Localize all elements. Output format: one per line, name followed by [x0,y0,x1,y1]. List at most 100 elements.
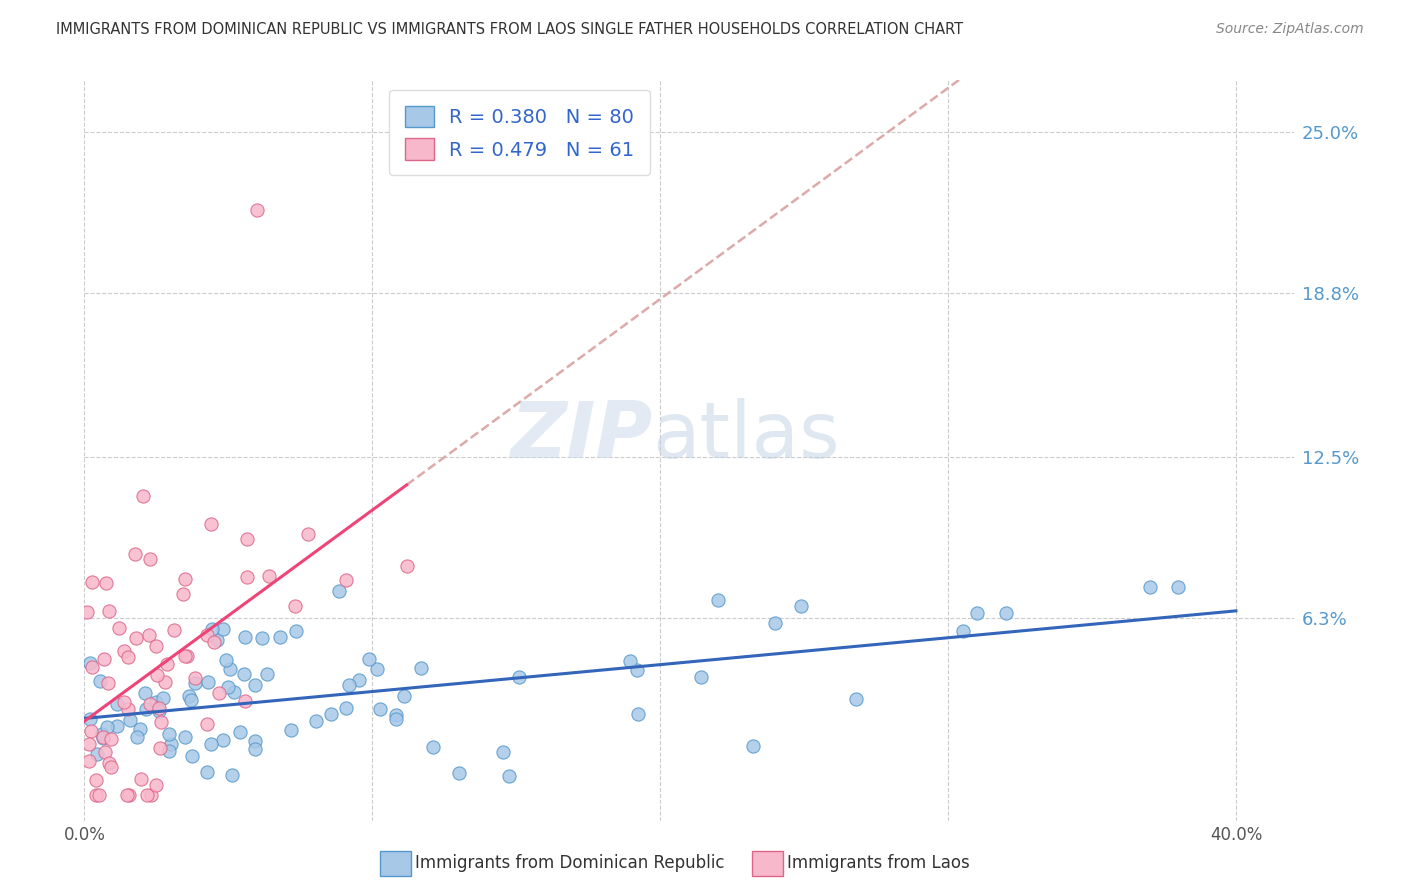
Point [328,584,350,599]
Point [200,737,222,751]
Point [93,730,115,744]
Point [82,575,104,590]
Point [160,737,183,751]
Point [245,678,267,692]
Point [125,631,148,645]
Point [763,616,786,631]
Point [236,570,259,584]
Point [197,675,219,690]
Point [619,654,641,668]
Point [256,667,278,681]
Point [357,652,380,666]
Point [508,670,530,684]
Point [200,517,222,532]
Point [112,695,135,709]
Point [105,719,128,733]
Point [706,592,728,607]
Point [84,788,107,802]
Point [156,657,179,671]
Point [93,745,115,759]
Point [184,676,207,690]
Point [184,671,207,685]
Point [233,630,256,644]
Point [392,689,415,703]
Point [284,599,307,613]
Point [148,704,170,718]
Point [347,673,370,688]
Point [97,604,120,618]
Point [243,733,266,747]
Point [257,569,280,583]
Point [150,715,173,730]
Legend: R = 0.380   N = 80, R = 0.479   N = 61: R = 0.380 N = 80, R = 0.479 N = 61 [389,90,650,175]
Point [269,630,291,644]
Point [689,670,711,684]
Point [94,576,117,591]
Point [385,712,408,726]
Point [100,732,122,747]
Point [305,714,328,728]
Point [221,768,243,782]
Point [84,772,107,787]
Point [297,526,319,541]
Point [138,628,160,642]
Point [422,739,444,754]
Text: IMMIGRANTS FROM DOMINICAN REPUBLIC VS IMMIGRANTS FROM LAOS SINGLE FATHER HOUSEHO: IMMIGRANTS FROM DOMINICAN REPUBLIC VS IM… [56,22,963,37]
Point [215,653,238,667]
Point [195,717,218,731]
Point [100,759,122,773]
Point [1167,580,1189,594]
Point [626,663,648,677]
Point [79,656,101,670]
Point [966,606,988,620]
Point [77,755,100,769]
Point [284,624,307,638]
Point [233,694,256,708]
Point [146,668,169,682]
Point [152,690,174,705]
Text: Immigrants from Dominican Republic: Immigrants from Dominican Republic [415,855,724,872]
Point [176,648,198,663]
Point [335,574,357,588]
Point [1139,580,1161,594]
Point [97,756,120,770]
Point [217,680,239,694]
Point [218,662,240,676]
Point [790,599,813,614]
Point [77,738,100,752]
Point [132,489,155,503]
Point [79,712,101,726]
Point [994,606,1017,620]
Text: Source: ZipAtlas.com: Source: ZipAtlas.com [1216,22,1364,37]
Point [280,723,302,737]
Point [201,622,224,636]
Point [86,747,108,761]
Point [208,686,231,700]
Point [135,788,157,802]
Point [212,732,235,747]
Point [93,652,115,666]
Point [202,635,225,649]
Point [195,628,218,642]
Text: Immigrants from Laos: Immigrants from Laos [787,855,970,872]
Point [145,639,167,653]
Text: atlas: atlas [652,398,841,474]
Point [115,788,138,802]
Point [134,686,156,700]
Point [90,727,112,741]
Point [395,559,418,574]
Point [449,765,471,780]
Point [138,552,160,566]
Point [319,707,342,722]
Point [233,667,256,681]
Point [252,632,274,646]
Point [243,742,266,756]
Point [952,624,974,638]
Point [149,741,172,756]
Point [212,622,235,636]
Point [91,731,114,746]
Point [148,701,170,715]
Point [80,660,103,674]
Point [845,691,868,706]
Point [89,674,111,689]
